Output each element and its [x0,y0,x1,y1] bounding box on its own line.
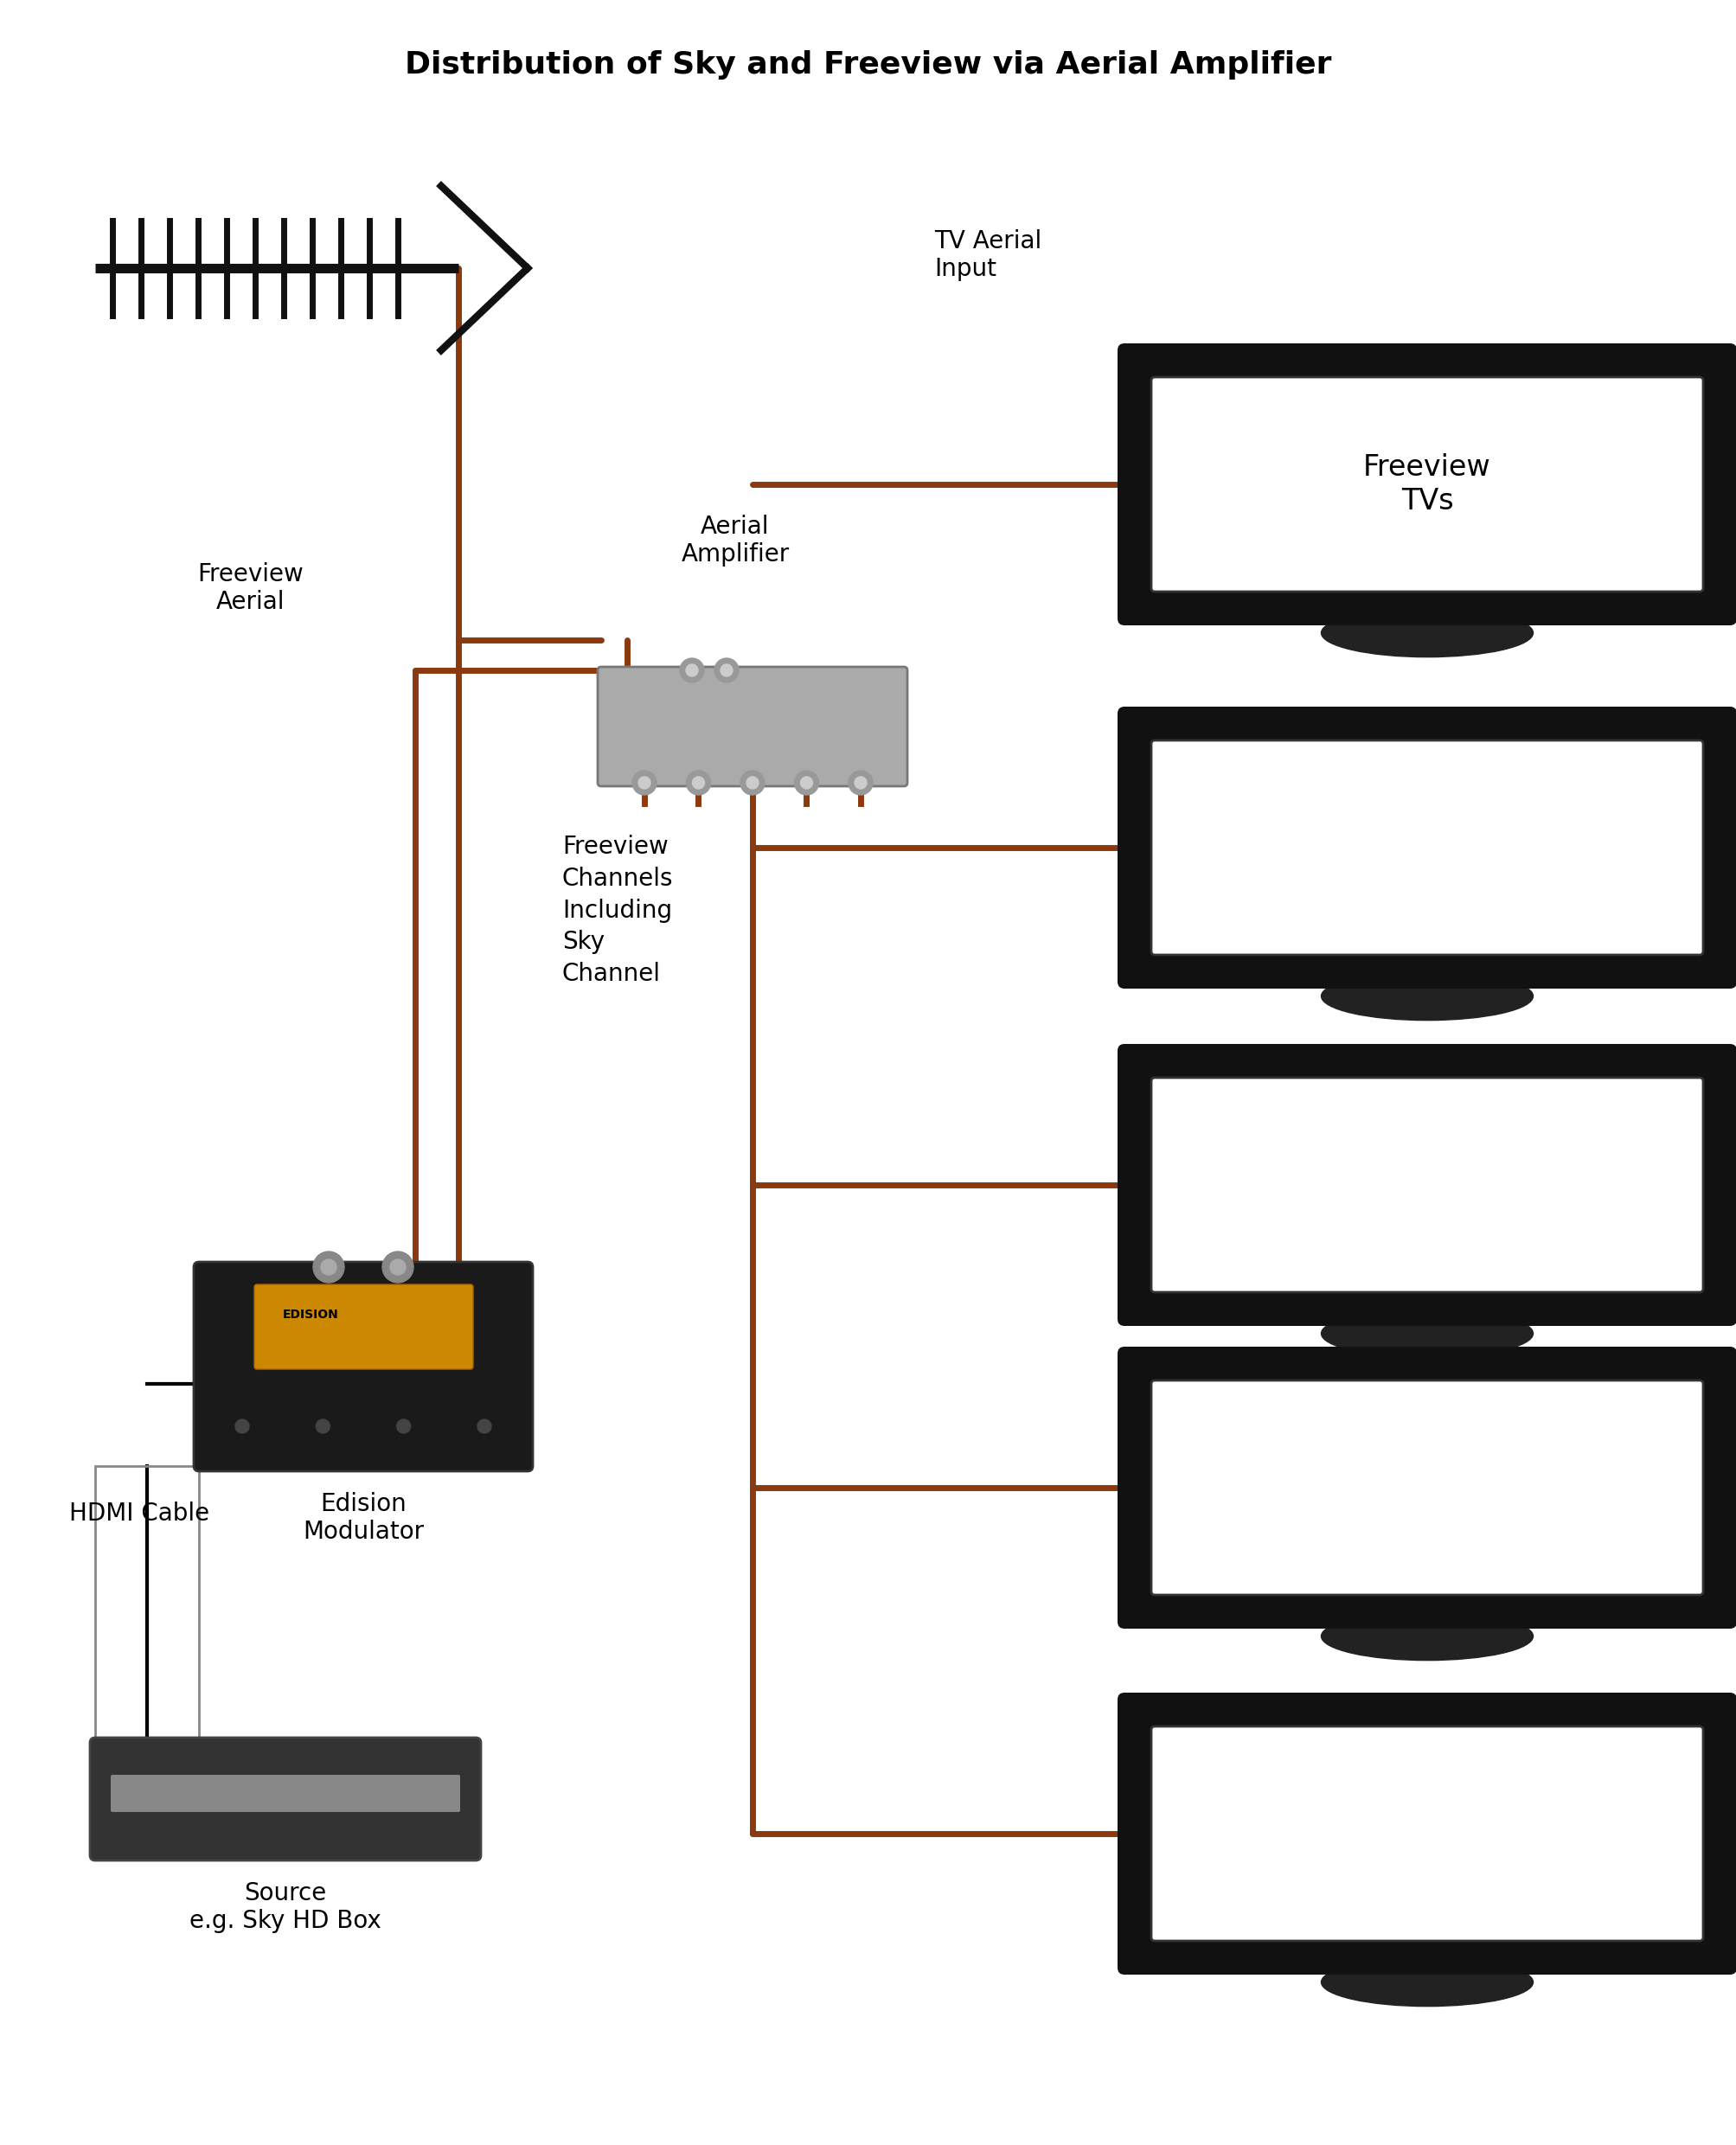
Circle shape [382,1251,413,1283]
Text: Distribution of Sky and Freeview via Aerial Amplifier: Distribution of Sky and Freeview via Aer… [404,49,1332,79]
Circle shape [679,659,703,682]
FancyBboxPatch shape [597,667,906,787]
FancyBboxPatch shape [90,1737,481,1860]
Text: HDMI Cable: HDMI Cable [69,1502,210,1525]
FancyBboxPatch shape [1151,378,1703,592]
FancyBboxPatch shape [194,1261,533,1471]
FancyBboxPatch shape [1116,1692,1736,1976]
Circle shape [746,776,759,789]
Circle shape [854,776,866,789]
Ellipse shape [1321,1958,1533,2006]
FancyBboxPatch shape [1116,706,1736,989]
Circle shape [686,770,710,796]
Circle shape [316,1420,330,1433]
FancyBboxPatch shape [1151,740,1703,955]
Bar [1408,613,1444,648]
Text: Freeview
TVs: Freeview TVs [1363,453,1489,515]
Bar [1408,1963,1444,1997]
Text: Freeview
Channels
Including
Sky
Channel: Freeview Channels Including Sky Channel [562,834,674,987]
FancyBboxPatch shape [1151,1727,1703,1941]
Circle shape [740,770,764,796]
Bar [1408,1315,1444,1347]
Circle shape [391,1259,406,1274]
FancyBboxPatch shape [1116,1045,1736,1326]
Circle shape [849,770,871,796]
Circle shape [686,665,698,676]
Bar [95,1465,200,1742]
Circle shape [713,659,738,682]
Bar [1408,978,1444,1010]
Circle shape [632,770,656,796]
FancyBboxPatch shape [1151,1077,1703,1291]
Ellipse shape [1321,1308,1533,1358]
Bar [1408,1617,1444,1650]
Circle shape [312,1251,344,1283]
FancyBboxPatch shape [1116,1347,1736,1628]
Circle shape [800,776,812,789]
Circle shape [639,776,651,789]
Ellipse shape [1321,1613,1533,1660]
Ellipse shape [1321,972,1533,1021]
Text: EDISION: EDISION [283,1308,339,1321]
Text: TV Aerial
Input: TV Aerial Input [934,230,1042,281]
Circle shape [396,1420,410,1433]
Circle shape [720,665,733,676]
Text: Edision
Modulator: Edision Modulator [302,1493,424,1544]
FancyBboxPatch shape [1151,1381,1703,1596]
Circle shape [477,1420,491,1433]
Ellipse shape [1321,609,1533,656]
Circle shape [321,1259,337,1274]
Text: Aerial
Amplifier: Aerial Amplifier [681,515,788,566]
FancyBboxPatch shape [111,1774,460,1813]
Text: Freeview
Aerial: Freeview Aerial [198,562,304,613]
Circle shape [234,1420,248,1433]
Circle shape [693,776,705,789]
Text: Source
e.g. Sky HD Box: Source e.g. Sky HD Box [189,1881,382,1933]
Circle shape [793,770,818,796]
FancyBboxPatch shape [1116,343,1736,626]
FancyBboxPatch shape [253,1285,472,1369]
